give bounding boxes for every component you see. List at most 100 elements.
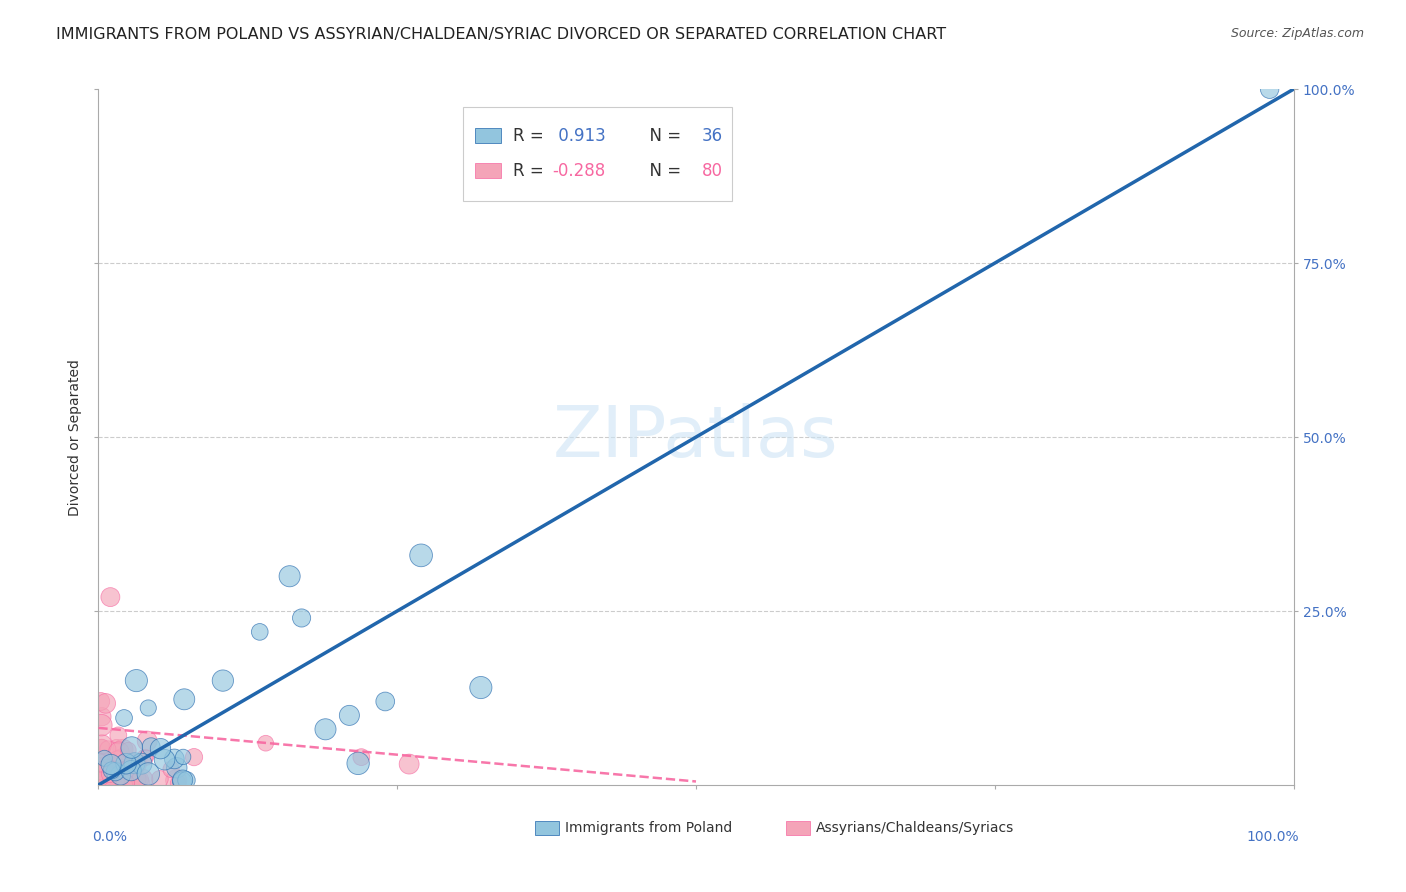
- Point: [173, 692, 195, 706]
- Point: [136, 734, 159, 748]
- Point: [112, 755, 135, 769]
- Point: [110, 750, 132, 764]
- Point: [149, 772, 172, 786]
- Point: [90, 776, 112, 790]
- Point: [97, 776, 120, 790]
- Point: [98, 767, 121, 781]
- Point: [91, 770, 114, 784]
- Point: [101, 769, 124, 783]
- Point: [110, 768, 132, 782]
- Point: [172, 772, 194, 787]
- Text: 100.0%: 100.0%: [1247, 830, 1299, 844]
- Point: [103, 765, 125, 780]
- Point: [104, 776, 127, 790]
- Point: [91, 738, 114, 752]
- Point: [125, 673, 148, 688]
- Point: [104, 764, 127, 779]
- Point: [105, 764, 128, 779]
- Point: [121, 740, 143, 755]
- Point: [108, 775, 131, 789]
- Point: [90, 772, 112, 786]
- Point: [149, 741, 172, 756]
- Point: [91, 769, 114, 783]
- Point: [254, 736, 277, 750]
- Point: [108, 745, 131, 759]
- Point: [90, 764, 112, 778]
- Point: [120, 764, 142, 778]
- Text: R =: R =: [513, 161, 550, 179]
- Point: [94, 697, 117, 711]
- Point: [93, 775, 115, 789]
- Text: 80: 80: [702, 161, 723, 179]
- Point: [160, 763, 183, 777]
- Point: [139, 739, 162, 754]
- Point: [129, 776, 152, 790]
- Point: [112, 775, 135, 789]
- Point: [398, 757, 420, 772]
- Text: ZIPatlas: ZIPatlas: [553, 402, 839, 472]
- Point: [97, 764, 120, 778]
- Point: [90, 694, 112, 708]
- Point: [347, 756, 370, 771]
- Text: Assyrians/Chaldeans/Syriacs: Assyrians/Chaldeans/Syriacs: [815, 822, 1014, 835]
- Text: 36: 36: [702, 127, 723, 145]
- Point: [108, 775, 131, 789]
- Point: [90, 709, 112, 723]
- Point: [131, 756, 153, 771]
- Bar: [475, 128, 501, 144]
- Point: [134, 750, 156, 764]
- Point: [101, 776, 124, 790]
- Text: R =: R =: [513, 127, 550, 145]
- Point: [135, 750, 157, 764]
- Point: [118, 756, 141, 770]
- Bar: [786, 822, 810, 835]
- Point: [103, 761, 125, 775]
- Point: [91, 766, 114, 780]
- Point: [470, 681, 492, 695]
- Point: [91, 760, 114, 774]
- Point: [110, 768, 132, 782]
- Point: [167, 776, 190, 790]
- FancyBboxPatch shape: [463, 106, 733, 201]
- Point: [90, 718, 112, 732]
- Point: [131, 772, 153, 787]
- Point: [96, 761, 118, 775]
- Point: [107, 773, 129, 788]
- Point: [163, 752, 186, 766]
- Point: [115, 764, 138, 778]
- Bar: [475, 163, 501, 178]
- Point: [90, 765, 112, 780]
- Point: [315, 723, 337, 737]
- Point: [107, 728, 129, 742]
- Point: [100, 764, 122, 778]
- Point: [103, 773, 125, 788]
- Point: [1258, 82, 1281, 96]
- Point: [124, 756, 146, 771]
- Point: [411, 549, 433, 563]
- Point: [166, 761, 188, 775]
- Point: [105, 740, 128, 755]
- Point: [104, 771, 127, 785]
- Point: [107, 753, 129, 767]
- Point: [100, 754, 122, 768]
- Point: [90, 772, 112, 786]
- Point: [90, 741, 112, 756]
- Text: N =: N =: [638, 161, 686, 179]
- Point: [176, 773, 198, 788]
- Y-axis label: Divorced or Separated: Divorced or Separated: [69, 359, 83, 516]
- Text: IMMIGRANTS FROM POLAND VS ASSYRIAN/CHALDEAN/SYRIAC DIVORCED OR SEPARATED CORRELA: IMMIGRANTS FROM POLAND VS ASSYRIAN/CHALD…: [56, 27, 946, 42]
- Point: [291, 611, 314, 625]
- Point: [104, 760, 127, 774]
- Point: [91, 776, 114, 790]
- Point: [100, 757, 122, 772]
- Text: Source: ZipAtlas.com: Source: ZipAtlas.com: [1230, 27, 1364, 40]
- Point: [183, 750, 205, 764]
- Point: [114, 776, 136, 790]
- Text: 0.0%: 0.0%: [93, 830, 128, 844]
- Point: [127, 756, 149, 771]
- Point: [172, 750, 194, 764]
- Bar: [534, 822, 558, 835]
- Point: [91, 776, 114, 790]
- Point: [93, 751, 115, 765]
- Point: [101, 761, 124, 775]
